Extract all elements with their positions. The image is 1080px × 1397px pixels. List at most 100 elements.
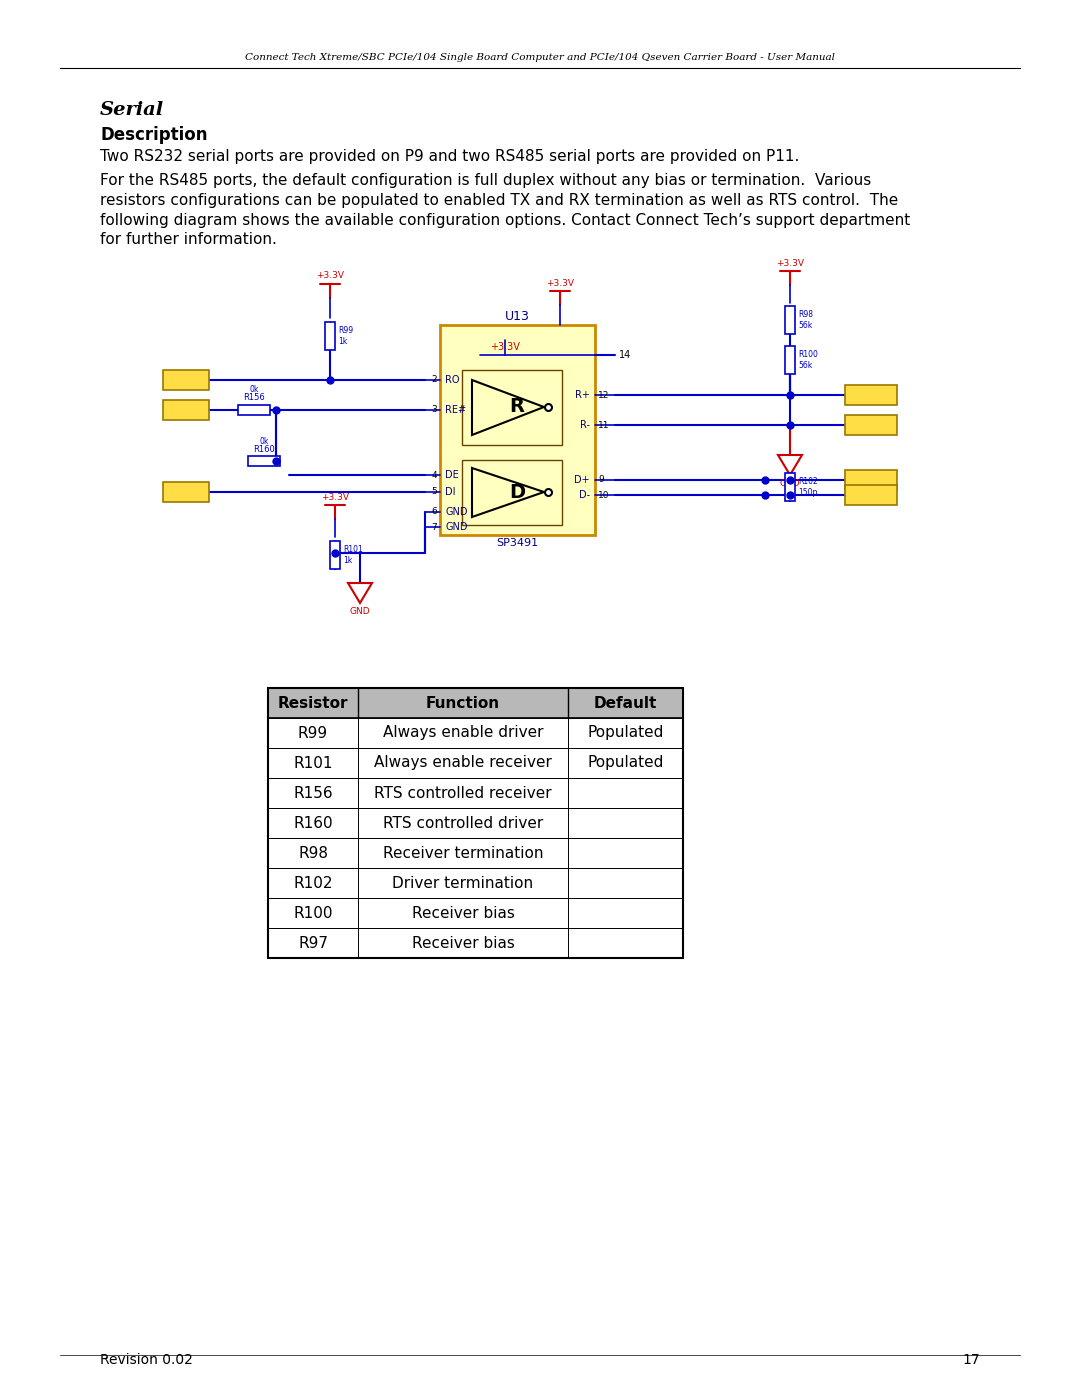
Text: R98: R98 <box>298 845 328 861</box>
Text: For the RS485 ports, the default configuration is full duplex without any bias o: For the RS485 ports, the default configu… <box>100 172 872 187</box>
Text: DE: DE <box>445 469 459 481</box>
Text: RTS: RTS <box>175 405 198 415</box>
Text: D: D <box>509 482 525 502</box>
Text: following diagram shows the available configuration options. Contact Connect Tec: following diagram shows the available co… <box>100 212 910 228</box>
Text: RXD+: RXD+ <box>854 390 888 400</box>
Text: 17: 17 <box>962 1354 980 1368</box>
Bar <box>268 868 683 898</box>
Text: +3.3V: +3.3V <box>546 278 573 288</box>
Text: R160: R160 <box>293 816 333 830</box>
Text: Receiver bias: Receiver bias <box>411 936 514 950</box>
Bar <box>268 718 683 747</box>
Bar <box>268 898 683 928</box>
Text: GND: GND <box>445 507 468 517</box>
Text: Revision 0.02: Revision 0.02 <box>100 1354 193 1368</box>
Bar <box>845 386 897 405</box>
Text: +3.3V: +3.3V <box>490 342 519 352</box>
Text: 0k: 0k <box>249 386 259 394</box>
Bar <box>268 687 683 958</box>
Text: D-: D- <box>579 490 590 500</box>
Text: 10: 10 <box>598 490 609 500</box>
Bar <box>248 455 280 467</box>
Text: R-: R- <box>580 420 590 430</box>
Polygon shape <box>778 455 802 475</box>
Text: U13: U13 <box>504 310 529 324</box>
Text: R101: R101 <box>294 756 333 771</box>
Bar <box>785 346 795 374</box>
Text: GND: GND <box>780 479 800 488</box>
Text: R102
150p: R102 150p <box>798 478 818 497</box>
Text: R: R <box>510 398 525 416</box>
Text: Function: Function <box>426 696 500 711</box>
Text: 4: 4 <box>431 471 437 479</box>
Text: RTS controlled driver: RTS controlled driver <box>383 816 543 830</box>
Text: +3.3V: +3.3V <box>321 493 349 502</box>
Bar <box>268 747 683 778</box>
Text: RTS controlled receiver: RTS controlled receiver <box>374 785 552 800</box>
Bar <box>440 326 595 535</box>
Text: Populated: Populated <box>588 725 664 740</box>
Text: GND: GND <box>350 606 370 616</box>
Bar <box>163 482 210 502</box>
Text: R102: R102 <box>294 876 333 890</box>
Bar <box>845 485 897 504</box>
Text: Receiver bias: Receiver bias <box>411 905 514 921</box>
Text: R98
56k: R98 56k <box>798 310 813 330</box>
Text: R+: R+ <box>576 390 590 400</box>
Text: RE#: RE# <box>445 405 467 415</box>
Text: 12: 12 <box>598 391 609 400</box>
Text: 7: 7 <box>431 522 437 531</box>
Text: 6: 6 <box>431 507 437 517</box>
Text: 3: 3 <box>431 405 437 415</box>
Text: Two RS232 serial ports are provided on P9 and two RS485 serial ports are provide: Two RS232 serial ports are provided on P… <box>100 149 799 165</box>
Text: Description: Description <box>100 126 207 144</box>
Text: +3.3V: +3.3V <box>316 271 345 281</box>
Text: R99: R99 <box>298 725 328 740</box>
Bar <box>268 807 683 838</box>
Text: 14: 14 <box>619 351 631 360</box>
Bar <box>330 541 340 569</box>
Text: 2: 2 <box>431 376 437 384</box>
Text: Connect Tech Xtreme/SBC PCIe/104 Single Board Computer and PCIe/104 Qseven Carri: Connect Tech Xtreme/SBC PCIe/104 Single … <box>245 53 835 63</box>
Bar <box>163 400 210 420</box>
Text: R97: R97 <box>298 936 328 950</box>
Text: R100
56k: R100 56k <box>798 351 818 370</box>
Text: R156: R156 <box>293 785 333 800</box>
Text: Resistor: Resistor <box>278 696 348 711</box>
Text: RO: RO <box>445 374 459 386</box>
Text: RX: RX <box>178 374 194 386</box>
Text: Populated: Populated <box>588 756 664 771</box>
Text: R99
1k: R99 1k <box>338 327 353 345</box>
Text: RXD-: RXD- <box>856 420 886 430</box>
Text: TX: TX <box>178 488 193 497</box>
Bar <box>785 474 795 502</box>
Text: Always enable receiver: Always enable receiver <box>374 756 552 771</box>
Text: 9: 9 <box>598 475 604 485</box>
Text: Always enable driver: Always enable driver <box>382 725 543 740</box>
Polygon shape <box>348 583 372 604</box>
Text: TXD+: TXD+ <box>854 475 888 485</box>
Text: DI: DI <box>445 488 456 497</box>
Text: R156: R156 <box>243 394 265 402</box>
Text: 11: 11 <box>598 420 609 429</box>
Bar <box>238 405 270 415</box>
Bar <box>163 370 210 390</box>
Text: Serial: Serial <box>100 101 164 119</box>
Bar <box>785 306 795 334</box>
Text: D+: D+ <box>575 475 590 485</box>
Text: Default: Default <box>594 696 658 711</box>
Text: 5: 5 <box>431 488 437 496</box>
Text: +3.3V: +3.3V <box>777 258 804 267</box>
Text: R160: R160 <box>253 444 275 454</box>
Text: Driver termination: Driver termination <box>392 876 534 890</box>
Text: SP3491: SP3491 <box>496 538 538 548</box>
Bar <box>268 778 683 807</box>
Bar <box>268 687 683 718</box>
Text: 0k: 0k <box>259 436 269 446</box>
Text: Receiver termination: Receiver termination <box>382 845 543 861</box>
Bar <box>462 460 562 525</box>
Text: resistors configurations can be populated to enabled TX and RX termination as we: resistors configurations can be populate… <box>100 193 899 208</box>
Text: TXD-: TXD- <box>856 490 886 500</box>
Bar <box>462 370 562 446</box>
Bar <box>325 321 335 351</box>
